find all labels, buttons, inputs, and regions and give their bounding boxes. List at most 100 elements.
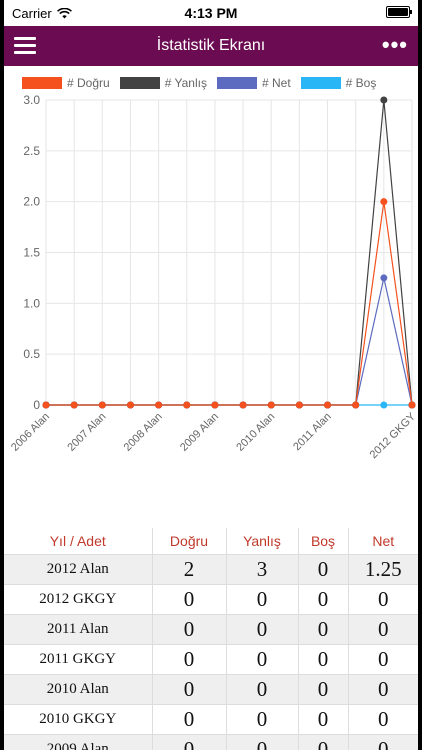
row-value-cell: 0: [226, 674, 299, 705]
carrier-label: Carrier: [12, 6, 52, 21]
x-tick-label: 2012 GKGY: [368, 410, 418, 461]
row-value-cell: 0: [348, 614, 418, 645]
nav-bar: İstatistik Ekranı •••: [4, 26, 418, 66]
data-point: [380, 96, 388, 104]
data-point: [380, 401, 388, 409]
more-options-icon[interactable]: •••: [381, 32, 408, 57]
row-value-cell: 0: [298, 674, 349, 705]
row-value-cell: 0: [348, 734, 418, 750]
row-value-cell: 2: [152, 554, 227, 585]
data-point: [155, 401, 163, 409]
data-point: [324, 401, 332, 409]
row-value-cell: 0: [152, 734, 227, 750]
legend-item-dogru[interactable]: # Doğru: [22, 76, 110, 90]
data-point: [295, 401, 303, 409]
legend-swatch: [119, 77, 160, 89]
data-point: [183, 401, 191, 409]
wifi-icon: [56, 8, 72, 19]
x-tick-label: 2011 Alan: [291, 411, 334, 454]
data-point: [380, 198, 388, 206]
row-value-cell: 0: [298, 644, 349, 675]
row-value-cell: 0: [348, 584, 418, 615]
legend-swatch: [300, 77, 341, 89]
page-title: İstatistik Ekranı: [156, 37, 266, 54]
line-chart-svg: 0 0.5 1.0 1.5 2.0 2.5 3.0 2006 Alan 2007 Alan 200…: [9, 93, 418, 461]
x-tick-label: 2008 Alan: [122, 411, 165, 454]
series-line: [46, 201, 413, 406]
row-value-cell: 0: [298, 614, 349, 645]
legend-item-bos[interactable]: # Boş: [300, 76, 377, 90]
legend-label: # Doğru: [67, 76, 110, 90]
y-tick-label: 1.5: [23, 246, 40, 260]
data-point: [42, 401, 50, 409]
data-point: [352, 401, 360, 409]
y-tick-label: 0.5: [23, 347, 40, 361]
chart-legend: # Doğru # Yanlış # Net # Boş: [22, 76, 376, 90]
row-value-cell: 0: [152, 584, 227, 615]
table-row[interactable]: 2010 GKGY 0 0 0 0: [4, 704, 418, 735]
row-year-cell: 2011 GKGY: [4, 644, 153, 675]
row-value-cell: 0: [348, 644, 418, 675]
legend-swatch: [216, 77, 257, 89]
x-tick-label: 2009 Alan: [178, 411, 221, 454]
row-value-cell: 0: [226, 584, 299, 615]
row-year-cell: 2012 Alan: [4, 554, 153, 585]
row-value-cell: 0: [226, 644, 299, 675]
row-year-cell: 2012 GKGY: [4, 584, 153, 615]
data-point: [239, 401, 247, 409]
row-value-cell: 0: [298, 734, 349, 750]
legend-label: # Yanlış: [164, 76, 207, 90]
header-year: Yıl / Adet: [4, 528, 153, 555]
data-point: [408, 401, 416, 409]
row-year-cell: 2011 Alan: [4, 614, 153, 645]
legend-item-net[interactable]: # Net: [216, 76, 291, 90]
x-tick-label: 2010 Alan: [234, 411, 277, 454]
row-year-cell: 2009 Alan: [4, 734, 153, 750]
row-value-cell: 0: [298, 554, 349, 585]
phone-screen: Carrier 4:13 PM İstatistik Ekranı ••• # …: [4, 0, 418, 750]
row-value-cell: 0: [152, 644, 227, 675]
y-tick-label: 2.5: [23, 144, 40, 158]
row-value-cell: 0: [226, 614, 299, 645]
data-point: [211, 401, 219, 409]
row-value-cell: 0: [298, 584, 349, 615]
data-point: [267, 401, 275, 409]
statistics-chart: # Doğru # Yanlış # Net # Boş 0 0.5 1.0 1.5 2…: [4, 66, 418, 526]
y-tick-label: 0: [33, 398, 40, 412]
row-year-cell: 2010 Alan: [4, 674, 153, 705]
data-point: [126, 401, 134, 409]
y-tick-label: 2.0: [23, 195, 40, 209]
battery-icon: [386, 6, 412, 18]
data-point: [98, 401, 106, 409]
legend-label: # Net: [261, 76, 291, 90]
status-time: 4:13 PM: [184, 5, 238, 21]
row-value-cell: 1.25: [348, 554, 418, 585]
data-point: [70, 401, 78, 409]
table-row[interactable]: 2012 Alan 2 3 0 1.25: [4, 554, 418, 585]
legend-item-yanlis[interactable]: # Yanlış: [119, 76, 207, 90]
x-tick-label: 2006 Alan: [9, 411, 52, 454]
row-value-cell: 0: [226, 734, 299, 750]
table-row[interactable]: 2011 Alan 0 0 0 0: [4, 614, 418, 645]
row-value-cell: 0: [152, 704, 227, 735]
row-value-cell: 0: [226, 704, 299, 735]
row-value-cell: 0: [348, 674, 418, 705]
status-bar: Carrier 4:13 PM: [4, 0, 418, 26]
table-row[interactable]: 2011 GKGY 0 0 0 0: [4, 644, 418, 675]
legend-swatch: [22, 77, 62, 89]
data-point: [380, 274, 388, 282]
table-row[interactable]: 2009 Alan 0 0 0 0: [4, 734, 418, 750]
row-value-cell: 0: [348, 704, 418, 735]
x-tick-label: 2007 Alan: [65, 411, 108, 454]
table-row[interactable]: 2012 GKGY 0 0 0 0: [4, 584, 418, 615]
statistics-table: Yıl / Adet Doğru Yanlış Boş Net 2012 Ala…: [4, 528, 418, 750]
row-year-cell: 2010 GKGY: [4, 704, 153, 735]
header-bos: Boş: [298, 528, 349, 555]
y-tick-label: 3.0: [23, 93, 40, 107]
y-tick-label: 1.0: [23, 296, 40, 310]
legend-label: # Boş: [345, 76, 377, 90]
table-row[interactable]: 2010 Alan 0 0 0 0: [4, 674, 418, 705]
row-value-cell: 3: [226, 554, 299, 585]
row-value-cell: 0: [152, 674, 227, 705]
hamburger-menu-icon[interactable]: [14, 37, 36, 55]
